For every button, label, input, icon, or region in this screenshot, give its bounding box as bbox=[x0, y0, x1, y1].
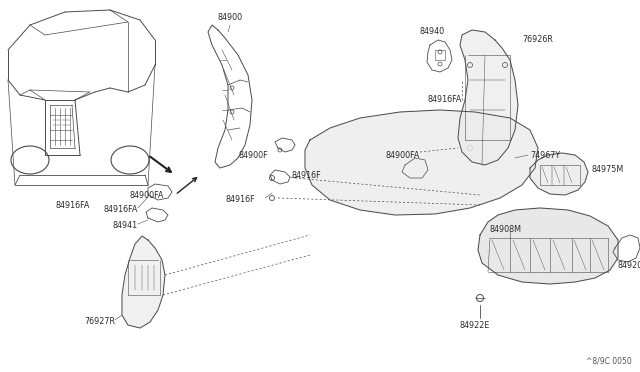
Text: 84900: 84900 bbox=[218, 13, 243, 22]
Text: 84975M: 84975M bbox=[592, 166, 624, 174]
Text: 84916FA: 84916FA bbox=[55, 201, 90, 209]
Text: 84940: 84940 bbox=[419, 28, 445, 36]
Text: 84900FA: 84900FA bbox=[386, 151, 420, 160]
Polygon shape bbox=[122, 236, 165, 328]
Text: 76926R: 76926R bbox=[522, 35, 553, 45]
Text: 84916FA: 84916FA bbox=[428, 96, 462, 105]
Text: 74967Y: 74967Y bbox=[530, 151, 560, 160]
Text: 84920: 84920 bbox=[618, 260, 640, 269]
Text: 84916F: 84916F bbox=[225, 196, 255, 205]
Text: ^8/9C 0050: ^8/9C 0050 bbox=[586, 356, 632, 365]
Text: 84916FA: 84916FA bbox=[104, 205, 138, 215]
Polygon shape bbox=[458, 30, 518, 165]
Text: 84900FA: 84900FA bbox=[130, 190, 164, 199]
Polygon shape bbox=[305, 110, 538, 215]
Text: 76927R: 76927R bbox=[84, 317, 115, 327]
Text: 84916F: 84916F bbox=[292, 170, 322, 180]
Text: 84922E: 84922E bbox=[460, 321, 490, 330]
Text: 84908M: 84908M bbox=[490, 225, 522, 234]
Text: 84941: 84941 bbox=[113, 221, 138, 230]
Polygon shape bbox=[530, 153, 588, 195]
Text: 84900F: 84900F bbox=[238, 151, 268, 160]
Polygon shape bbox=[478, 208, 618, 284]
